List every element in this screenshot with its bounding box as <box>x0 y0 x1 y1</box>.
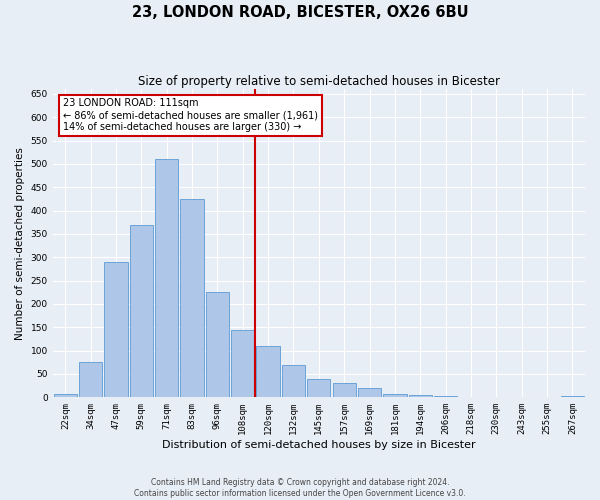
Bar <box>409 395 432 398</box>
Bar <box>560 396 584 398</box>
Bar <box>358 388 381 398</box>
Bar <box>206 292 229 398</box>
Text: 23 LONDON ROAD: 111sqm
← 86% of semi-detached houses are smaller (1,961)
14% of : 23 LONDON ROAD: 111sqm ← 86% of semi-det… <box>64 98 319 132</box>
Bar <box>79 362 103 398</box>
Title: Size of property relative to semi-detached houses in Bicester: Size of property relative to semi-detach… <box>138 75 500 88</box>
Text: Contains HM Land Registry data © Crown copyright and database right 2024.
Contai: Contains HM Land Registry data © Crown c… <box>134 478 466 498</box>
X-axis label: Distribution of semi-detached houses by size in Bicester: Distribution of semi-detached houses by … <box>162 440 476 450</box>
Bar <box>53 394 77 398</box>
Bar <box>181 199 204 398</box>
Bar <box>307 378 331 398</box>
Bar <box>256 346 280 398</box>
Bar <box>130 224 153 398</box>
Text: 23, LONDON ROAD, BICESTER, OX26 6BU: 23, LONDON ROAD, BICESTER, OX26 6BU <box>131 5 469 20</box>
Bar <box>282 364 305 398</box>
Bar <box>104 262 128 398</box>
Bar <box>231 330 254 398</box>
Y-axis label: Number of semi-detached properties: Number of semi-detached properties <box>15 147 25 340</box>
Bar <box>383 394 407 398</box>
Bar <box>155 159 178 398</box>
Bar <box>434 396 457 398</box>
Bar <box>332 384 356 398</box>
